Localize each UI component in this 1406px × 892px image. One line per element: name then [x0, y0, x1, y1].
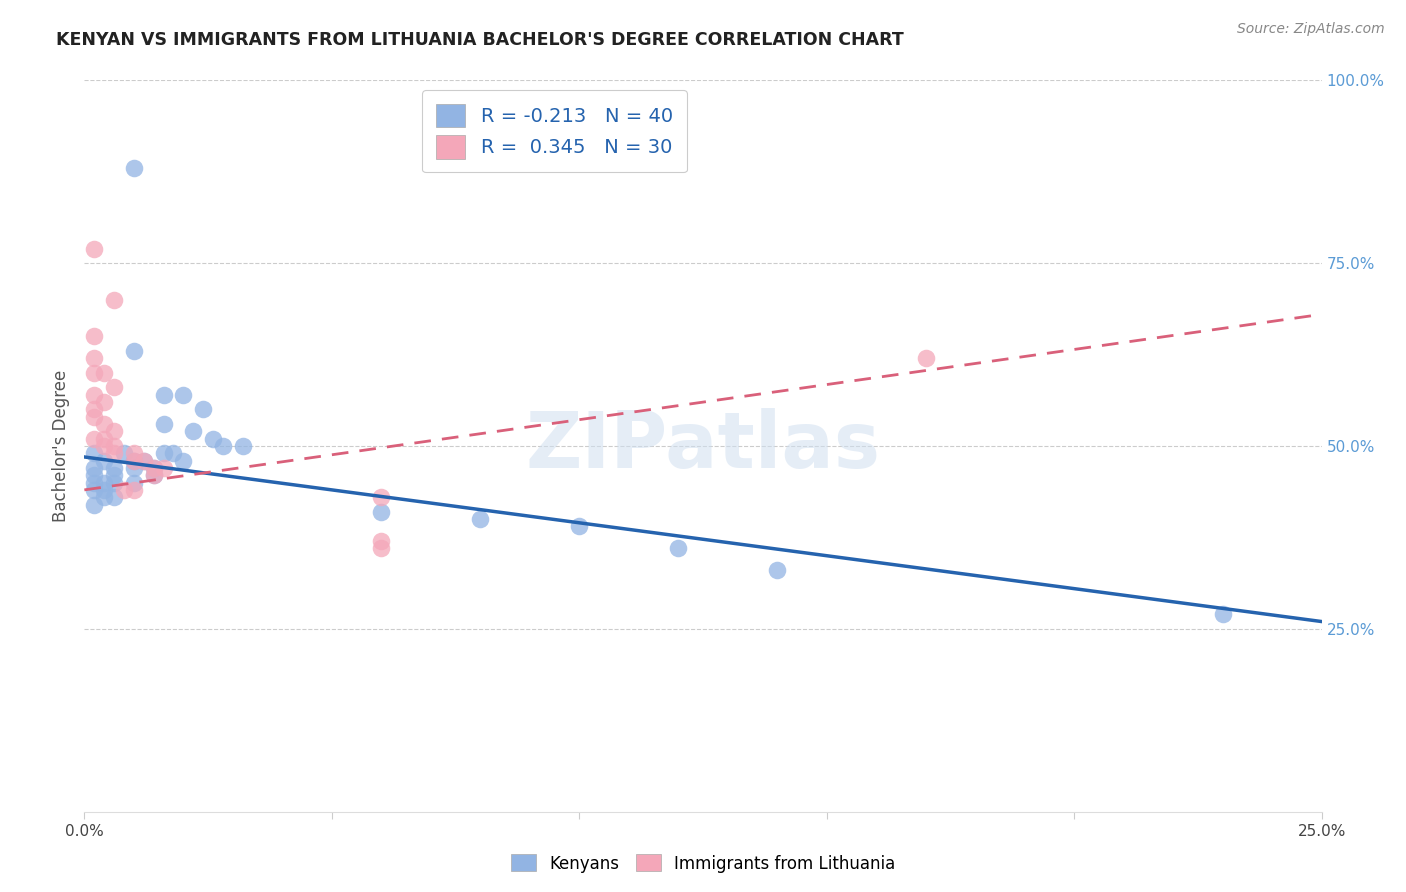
Point — [122, 161, 145, 175]
Point — [83, 402, 105, 417]
Point — [142, 468, 165, 483]
Point — [152, 417, 174, 431]
Point — [122, 461, 145, 475]
Legend: Kenyans, Immigrants from Lithuania: Kenyans, Immigrants from Lithuania — [503, 847, 903, 880]
Point — [212, 439, 235, 453]
Point — [103, 490, 125, 504]
Point — [112, 446, 135, 460]
Point — [83, 461, 105, 475]
Point — [103, 475, 125, 490]
Text: Source: ZipAtlas.com: Source: ZipAtlas.com — [1237, 22, 1385, 37]
Point — [122, 446, 145, 460]
Point — [470, 512, 492, 526]
Point — [83, 351, 105, 366]
Point — [370, 534, 392, 549]
Point — [93, 395, 115, 409]
Point — [152, 446, 174, 460]
Point — [181, 425, 204, 439]
Point — [766, 563, 789, 577]
Point — [142, 461, 165, 475]
Point — [112, 483, 135, 497]
Point — [93, 453, 115, 467]
Point — [122, 483, 145, 497]
Point — [132, 453, 155, 467]
Point — [83, 388, 105, 402]
Point — [103, 425, 125, 439]
Point — [103, 446, 125, 460]
Point — [93, 417, 115, 431]
Point — [172, 453, 194, 467]
Point — [122, 343, 145, 358]
Point — [370, 505, 392, 519]
Point — [83, 483, 105, 497]
Point — [370, 541, 392, 556]
Point — [93, 439, 115, 453]
Point — [202, 432, 225, 446]
Point — [93, 483, 115, 497]
Point — [83, 409, 105, 424]
Point — [232, 439, 254, 453]
Point — [142, 461, 165, 475]
Point — [666, 541, 689, 556]
Point — [132, 453, 155, 467]
Point — [162, 446, 184, 460]
Legend: R = -0.213   N = 40, R =  0.345   N = 30: R = -0.213 N = 40, R = 0.345 N = 30 — [422, 90, 686, 172]
Point — [93, 475, 115, 490]
Point — [122, 453, 145, 467]
Point — [103, 439, 125, 453]
Point — [93, 432, 115, 446]
Point — [142, 468, 165, 483]
Point — [103, 468, 125, 483]
Point — [1212, 607, 1234, 622]
Point — [370, 490, 392, 504]
Y-axis label: Bachelor's Degree: Bachelor's Degree — [52, 370, 70, 522]
Point — [83, 432, 105, 446]
Point — [103, 461, 125, 475]
Point — [83, 446, 105, 460]
Point — [152, 461, 174, 475]
Point — [103, 380, 125, 394]
Point — [152, 388, 174, 402]
Point — [83, 329, 105, 343]
Text: ZIPatlas: ZIPatlas — [526, 408, 880, 484]
Point — [122, 453, 145, 467]
Point — [93, 490, 115, 504]
Point — [83, 498, 105, 512]
Point — [93, 366, 115, 380]
Text: KENYAN VS IMMIGRANTS FROM LITHUANIA BACHELOR'S DEGREE CORRELATION CHART: KENYAN VS IMMIGRANTS FROM LITHUANIA BACH… — [56, 31, 904, 49]
Point — [568, 519, 591, 533]
Point — [191, 402, 214, 417]
Point — [83, 366, 105, 380]
Point — [83, 468, 105, 483]
Point — [914, 351, 936, 366]
Point — [83, 475, 105, 490]
Point — [83, 242, 105, 256]
Point — [103, 293, 125, 307]
Point — [122, 475, 145, 490]
Point — [172, 388, 194, 402]
